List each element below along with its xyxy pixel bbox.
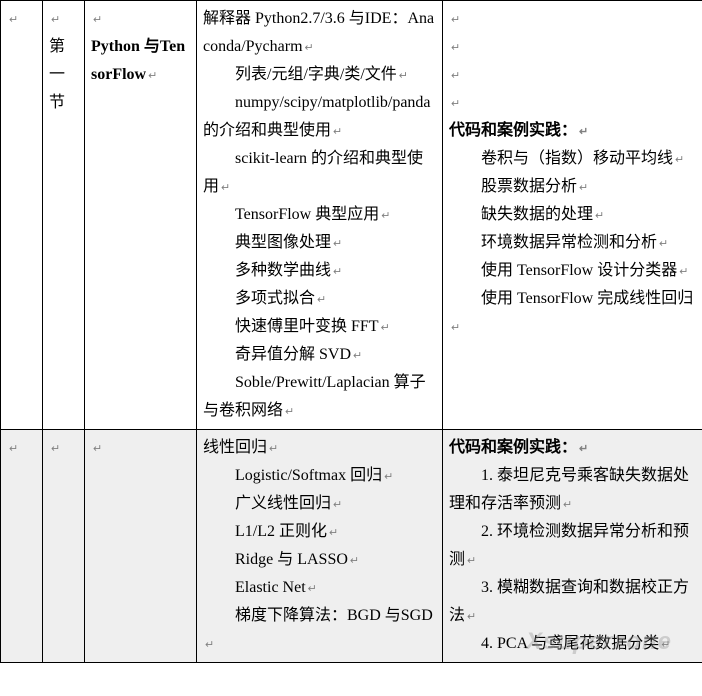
cell-content: 线性回归↵ Logistic/Softmax 回归↵ 广义线性回归↵ L1/L2… bbox=[197, 430, 443, 663]
content-line: 线性回归↵ bbox=[203, 434, 436, 462]
content-line: TensorFlow 典型应用↵ bbox=[203, 201, 436, 229]
cell-title: ↵ bbox=[85, 430, 197, 663]
cell-title: ↵Python 与TensorFlow↵ bbox=[85, 1, 197, 430]
practice-line: 4. PCA 与鸢尾花数据分类↵ bbox=[449, 630, 696, 658]
table-row: ↵↵第一节↵Python 与TensorFlow↵解释器 Python2.7/3… bbox=[1, 1, 702, 430]
cell-blank: ↵ bbox=[1, 1, 43, 430]
content-line: 梯度下降算法：BGD 与SGD↵ bbox=[203, 602, 436, 658]
content-line: 奇异值分解 SVD↵ bbox=[203, 341, 436, 369]
practice-line: 股票数据分析↵ bbox=[449, 173, 696, 201]
content-line: 解释器 Python2.7/3.6 与IDE：Anaconda/Pycharm↵ bbox=[203, 5, 436, 61]
practice-line: 环境数据异常检测和分析↵ bbox=[449, 229, 696, 257]
practice-line: 3. 模糊数据查询和数据校正方法↵ bbox=[449, 574, 696, 630]
practice-line: 使用 TensorFlow 设计分类器↵ bbox=[449, 257, 696, 285]
practice-header: 代码和案例实践：↵ bbox=[449, 434, 696, 462]
content-line: 典型图像处理↵ bbox=[203, 229, 436, 257]
content-line: 列表/元组/字典/类/文件↵ bbox=[203, 61, 436, 89]
practice-line: 卷积与（指数）移动平均线↵ bbox=[449, 145, 696, 173]
cell-practice: ↵↵↵↵代码和案例实践：↵ 卷积与（指数）移动平均线↵ 股票数据分析↵ 缺失数据… bbox=[443, 1, 702, 430]
practice-line: 1. 泰坦尼克号乘客缺失数据处理和存活率预测↵ bbox=[449, 462, 696, 518]
content-line: Soble/Prewitt/Laplacian 算子与卷积网络↵ bbox=[203, 369, 436, 425]
content-line: 快速傅里叶变换 FFT↵ bbox=[203, 313, 436, 341]
content-line: numpy/scipy/matplotlib/panda 的介绍和典型使用↵ bbox=[203, 89, 436, 145]
content-line: L1/L2 正则化↵ bbox=[203, 518, 436, 546]
section-title: Python 与TensorFlow bbox=[91, 38, 185, 83]
content-line: Ridge 与 LASSO↵ bbox=[203, 546, 436, 574]
cell-section: ↵第一节 bbox=[43, 1, 85, 430]
cell-section: ↵ bbox=[43, 430, 85, 663]
content-line: 广义线性回归↵ bbox=[203, 490, 436, 518]
content-table: ↵↵第一节↵Python 与TensorFlow↵解释器 Python2.7/3… bbox=[0, 0, 702, 663]
cell-blank: ↵ bbox=[1, 430, 43, 663]
cell-content: 解释器 Python2.7/3.6 与IDE：Anaconda/Pycharm↵… bbox=[197, 1, 443, 430]
practice-line: 缺失数据的处理↵ bbox=[449, 201, 696, 229]
practice-line: 使用 TensorFlow 完成线性回归↵ bbox=[449, 285, 696, 341]
practice-line: 2. 环境检测数据异常分析和预测↵ bbox=[449, 518, 696, 574]
table-row: ↵↵↵线性回归↵ Logistic/Softmax 回归↵ 广义线性回归↵ L1… bbox=[1, 430, 702, 663]
content-line: Elastic Net↵ bbox=[203, 574, 436, 602]
content-line: scikit-learn 的介绍和典型使用↵ bbox=[203, 145, 436, 201]
content-line: 多项式拟合↵ bbox=[203, 285, 436, 313]
cell-practice: 代码和案例实践：↵ 1. 泰坦尼克号乘客缺失数据处理和存活率预测↵ 2. 环境检… bbox=[443, 430, 702, 663]
content-line: Logistic/Softmax 回归↵ bbox=[203, 462, 436, 490]
content-line: 多种数学曲线↵ bbox=[203, 257, 436, 285]
practice-header: 代码和案例实践：↵ bbox=[449, 117, 696, 145]
